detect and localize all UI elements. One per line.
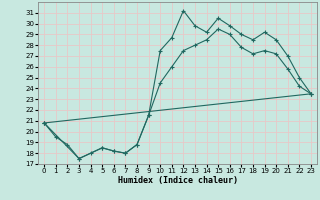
X-axis label: Humidex (Indice chaleur): Humidex (Indice chaleur) [118,176,238,185]
